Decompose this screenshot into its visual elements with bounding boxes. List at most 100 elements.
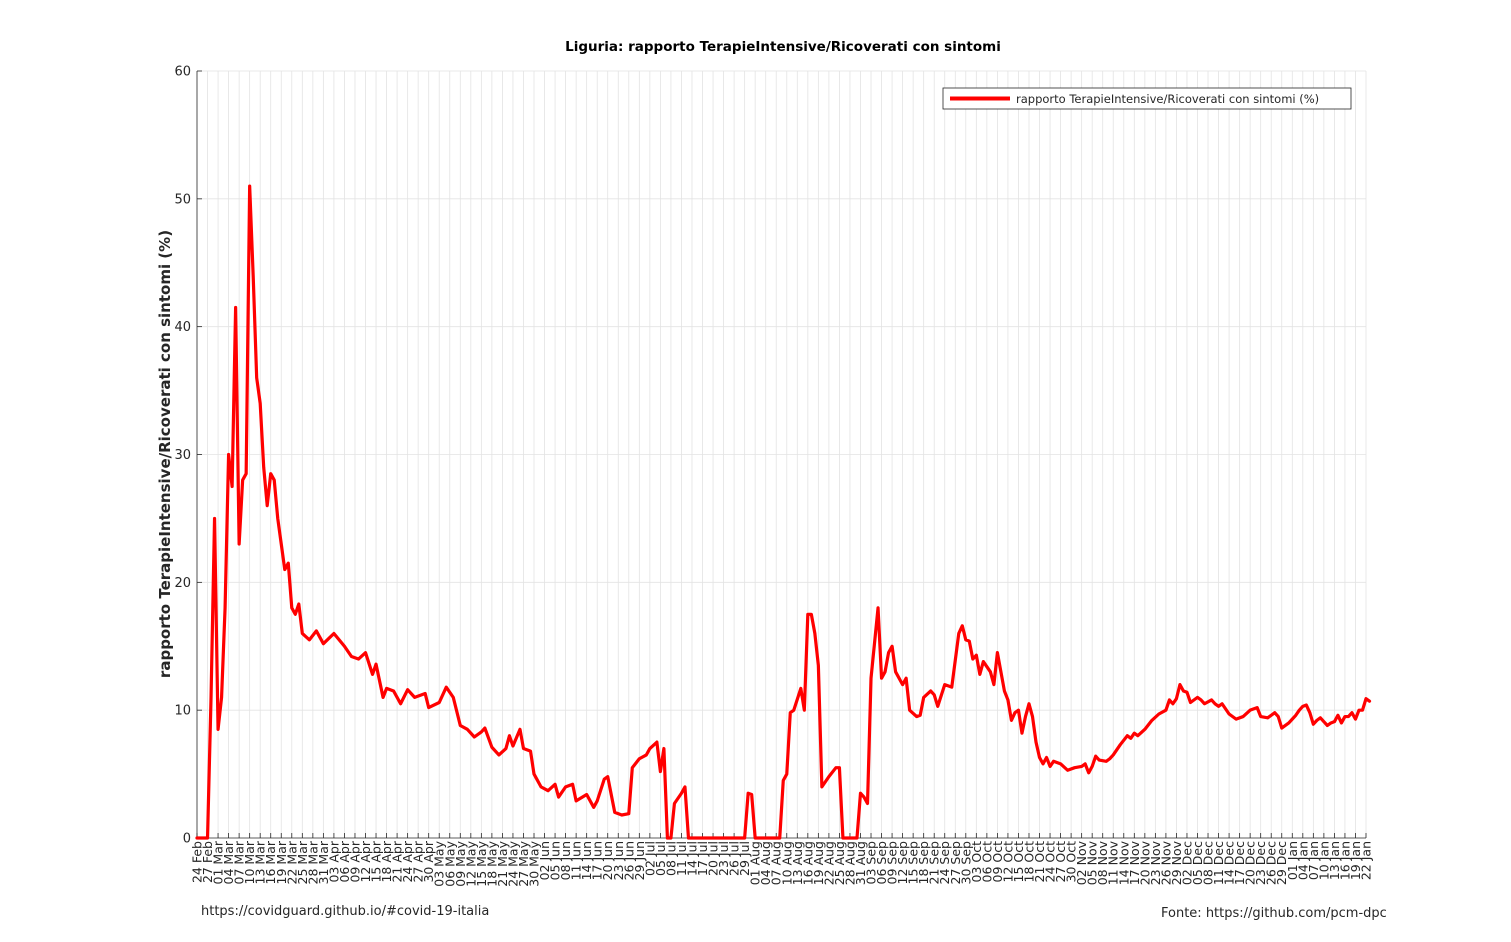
footer-source-link[interactable]: https://covidguard.github.io/#covid-19-i… xyxy=(201,904,490,919)
x-tick-label: 07 Aug xyxy=(769,841,784,885)
x-tick-label: 03 Oct xyxy=(969,841,984,883)
x-tick-label: 16 Jan xyxy=(1337,841,1352,880)
x-tick-label: 20 Dec xyxy=(1243,841,1258,885)
x-tick-label: 17 Jun xyxy=(590,841,605,880)
x-tick-label: 24 Oct xyxy=(1043,841,1058,883)
x-tick-label: 08 Jul xyxy=(663,841,678,876)
y-tick-label: 10 xyxy=(174,704,191,719)
x-tick-label: 02 Jul xyxy=(642,841,657,876)
x-tick-label: 24 Sep xyxy=(937,841,952,885)
x-tick-label: 05 Jul xyxy=(653,841,668,876)
series-line xyxy=(195,184,1372,840)
x-tick-label: 18 Sep xyxy=(916,841,931,885)
x-tick-label: 21 Oct xyxy=(1032,841,1047,883)
x-tick-label: 17 Dec xyxy=(1232,841,1247,885)
x-tick-label: 26 Nov xyxy=(1158,840,1173,885)
x-tick-label: 11 Nov xyxy=(1106,840,1121,885)
x-tick-label: 28 Aug xyxy=(842,841,857,885)
x-tick-label: 02 Jun xyxy=(537,841,552,880)
x-tick-label: 05 Jun xyxy=(548,841,563,880)
x-tick-label: 30 Sep xyxy=(958,841,973,885)
x-tick-label: 22 Aug xyxy=(821,841,836,885)
x-tick-label: 22 Jan xyxy=(1359,841,1374,880)
y-tick-label: 50 xyxy=(174,192,191,207)
x-tick-label: 06 Sep xyxy=(874,841,889,885)
x-tick-label: 16 Aug xyxy=(800,841,815,885)
x-tick-label: 25 Aug xyxy=(832,841,847,885)
x-tick-label: 15 May xyxy=(474,840,489,886)
x-tick-label: 27 Sep xyxy=(948,841,963,885)
x-tick-label: 01 Mar xyxy=(211,840,226,884)
legend-label: rapporto TerapieIntensive/Ricoverati con… xyxy=(1016,92,1319,106)
x-tick-label: 07 Jan xyxy=(1306,841,1321,880)
chart-title: Liguria: rapporto TerapieIntensive/Ricov… xyxy=(565,39,1001,55)
x-tick-label: 10 Jan xyxy=(1316,841,1331,880)
x-tick-label: 06 Oct xyxy=(979,841,994,883)
horizontal-gridlines xyxy=(197,70,1366,711)
x-tick-label: 08 Nov xyxy=(1095,840,1110,885)
x-tick-label: 18 Apr xyxy=(379,840,394,882)
x-tick-label: 20 Nov xyxy=(1137,840,1152,885)
y-tick-label: 40 xyxy=(174,320,191,335)
y-axis-ticks: 0 10 20 30 40 50 60 xyxy=(174,65,202,847)
x-tick-label: 06 Apr xyxy=(337,840,352,882)
x-tick-label: 10 Mar xyxy=(242,840,257,884)
x-tick-label: 12 Oct xyxy=(1000,841,1015,883)
x-tick-label: 24 Apr xyxy=(400,840,415,882)
x-tick-label: 24 Feb xyxy=(190,841,205,883)
x-tick-label: 15 Oct xyxy=(1011,841,1026,883)
x-tick-label: 13 Aug xyxy=(790,841,805,885)
legend: rapporto TerapieIntensive/Ricoverati con… xyxy=(942,87,1352,110)
x-tick-label: 29 Nov xyxy=(1169,840,1184,885)
x-tick-label: 17 Nov xyxy=(1127,840,1142,885)
x-tick-label: 23 Nov xyxy=(1148,840,1163,885)
x-tick-label: 11 Jun xyxy=(569,841,584,880)
x-tick-label: 30 Oct xyxy=(1064,841,1079,883)
x-tick-label: 20 Jul xyxy=(706,841,721,876)
y-tick-label: 30 xyxy=(174,448,191,463)
legend-box xyxy=(942,87,1352,110)
x-tick-label: 09 Sep xyxy=(885,841,900,885)
x-tick-label: 17 Jul xyxy=(695,841,710,876)
x-tick-label: 23 Jul xyxy=(716,841,731,876)
x-tick-label: 30 Apr xyxy=(421,840,436,882)
x-tick-label: 14 Dec xyxy=(1222,841,1237,885)
x-tick-label: 11 Jul xyxy=(674,841,689,876)
y-tick-label: 0 xyxy=(183,832,191,847)
x-tick-label: 04 Jan xyxy=(1295,841,1310,880)
x-tick-label: 18 Oct xyxy=(1021,841,1036,883)
x-tick-label: 07 Mar xyxy=(232,840,247,884)
x-tick-label: 20 Jun xyxy=(600,841,615,880)
x-tick-label: 02 Dec xyxy=(1179,841,1194,885)
x-tick-label: 08 Jun xyxy=(558,841,573,880)
x-tick-label: 24 May xyxy=(505,840,520,886)
x-tick-label: 04 Aug xyxy=(758,841,773,885)
x-tick-label: 18 May xyxy=(484,840,499,886)
data-series xyxy=(195,184,1372,840)
x-tick-label: 27 Apr xyxy=(411,840,426,882)
x-tick-label: 09 Oct xyxy=(990,841,1005,883)
x-tick-label: 31 Aug xyxy=(853,841,868,885)
x-tick-label: 15 Sep xyxy=(906,841,921,885)
x-tick-label: 12 May xyxy=(463,840,478,886)
x-tick-label: 27 Feb xyxy=(200,841,215,883)
x-tick-label: 13 Jan xyxy=(1327,841,1342,880)
x-tick-label: 25 Mar xyxy=(295,840,310,884)
x-tick-label: 19 Jan xyxy=(1348,841,1363,880)
x-tick-label: 06 May xyxy=(442,840,457,886)
x-tick-label: 26 Dec xyxy=(1264,841,1279,885)
x-tick-label: 19 Aug xyxy=(811,841,826,885)
x-tick-label: 23 Jun xyxy=(611,841,626,880)
x-tick-label: 26 Jul xyxy=(727,841,742,876)
x-tick-label: 05 Dec xyxy=(1190,841,1205,885)
x-tick-label: 03 Sep xyxy=(864,841,879,885)
x-tick-label: 21 May xyxy=(495,840,510,886)
x-tick-label: 01 Aug xyxy=(748,841,763,885)
x-tick-label: 13 Mar xyxy=(253,840,268,884)
x-tick-label: 01 Jan xyxy=(1285,841,1300,880)
x-tick-label: 21 Apr xyxy=(390,840,405,882)
x-tick-label: 31 Mar xyxy=(316,840,331,884)
x-tick-label: 12 Apr xyxy=(358,840,373,882)
